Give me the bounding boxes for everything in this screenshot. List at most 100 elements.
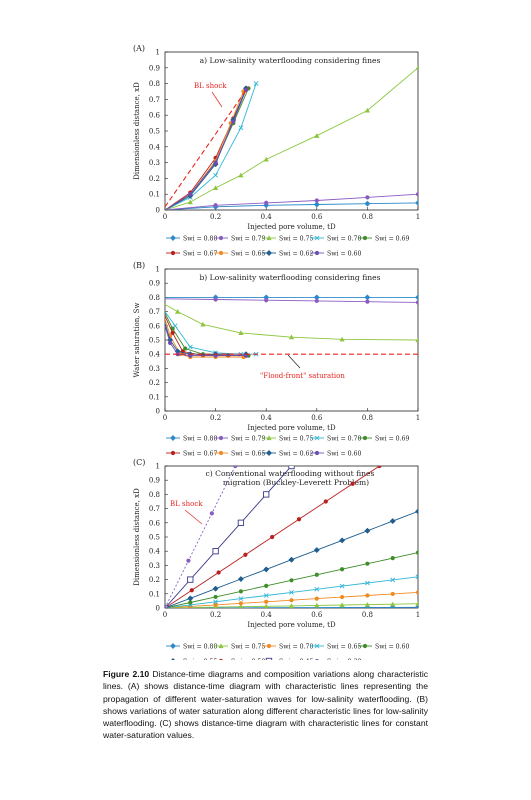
data-point bbox=[238, 604, 244, 608]
legend-label: Swi = 0.60 bbox=[375, 644, 409, 651]
series-group bbox=[165, 65, 418, 210]
data-point bbox=[314, 596, 319, 601]
data-point bbox=[187, 199, 193, 205]
figure-caption: Figure 2.10 Distance-time diagrams and c… bbox=[103, 668, 428, 742]
legend: Swi = 0.80 Swi = 0.79 Swi = 0.75 Swi = 0.70… bbox=[166, 234, 409, 258]
data-point bbox=[415, 550, 418, 555]
data-point bbox=[186, 558, 191, 563]
data-point bbox=[415, 601, 418, 606]
data-point bbox=[263, 593, 269, 598]
data-point bbox=[390, 556, 395, 561]
chart-panel-b: (B) b) Low-salinity waterflooding conside… bbox=[133, 261, 420, 458]
y-tick-label: 0.1 bbox=[149, 393, 160, 401]
y-tick-label: 0.6 bbox=[149, 112, 161, 120]
x-axis-label: Injected pore volume, tD bbox=[247, 621, 336, 629]
legend-marker bbox=[266, 235, 272, 241]
legend-marker bbox=[266, 435, 272, 441]
legend-marker bbox=[170, 657, 176, 660]
data-point bbox=[188, 192, 193, 197]
x-tick-label: 1 bbox=[416, 414, 420, 422]
x-tick-label: 0.8 bbox=[362, 611, 373, 619]
data-point bbox=[213, 160, 218, 165]
series-line bbox=[165, 202, 418, 210]
chart-title: b) Low-salinity waterflooding considerin… bbox=[199, 273, 380, 282]
y-tick-label: 0.5 bbox=[149, 337, 160, 345]
data-point bbox=[414, 199, 418, 206]
data-point bbox=[390, 591, 395, 597]
legend-marker bbox=[218, 435, 224, 441]
chart-panel-c: (C) c) Conventional waterflooding without… bbox=[133, 458, 420, 661]
y-tick-label: 0.1 bbox=[149, 590, 160, 598]
data-point bbox=[350, 481, 355, 486]
data-point bbox=[170, 330, 175, 335]
data-point bbox=[213, 297, 218, 302]
data-point bbox=[364, 527, 371, 534]
y-tick-label: 0.2 bbox=[149, 379, 160, 387]
legend-label: Swi = 0.75 bbox=[279, 236, 313, 243]
data-point bbox=[263, 566, 270, 573]
data-point bbox=[415, 192, 418, 197]
y-tick-label: 0.3 bbox=[149, 562, 160, 570]
y-tick-label: 0.2 bbox=[149, 576, 160, 584]
data-point bbox=[339, 583, 345, 589]
data-point bbox=[415, 65, 418, 70]
data-point bbox=[296, 517, 302, 522]
data-point bbox=[339, 537, 346, 544]
series-line bbox=[165, 318, 244, 358]
data-point bbox=[288, 334, 295, 340]
legend-marker bbox=[266, 643, 272, 649]
data-point bbox=[389, 604, 396, 608]
data-point bbox=[289, 578, 294, 583]
series-group bbox=[165, 294, 418, 360]
data-point bbox=[238, 589, 243, 594]
data-point bbox=[289, 589, 294, 595]
y-tick-label: 0.5 bbox=[149, 534, 160, 542]
data-point bbox=[323, 499, 328, 504]
series-line bbox=[165, 88, 247, 210]
series-line bbox=[165, 298, 418, 303]
legend-label: Swi = 0.39 bbox=[327, 659, 361, 661]
x-tick-label: 0.4 bbox=[261, 213, 273, 221]
y-tick-label: 0 bbox=[156, 605, 160, 613]
annotation-label: BL shock bbox=[194, 82, 227, 90]
data-point bbox=[340, 567, 345, 572]
data-point bbox=[364, 200, 371, 207]
x-tick-label: 0.4 bbox=[261, 414, 273, 422]
y-tick-label: 0.7 bbox=[149, 505, 160, 513]
reference-line bbox=[165, 86, 249, 208]
data-point bbox=[183, 346, 188, 351]
data-point bbox=[238, 172, 244, 178]
data-point bbox=[364, 107, 370, 113]
data-point bbox=[365, 561, 370, 566]
y-tick-label: 0.3 bbox=[149, 159, 160, 167]
data-point bbox=[253, 81, 259, 87]
data-point bbox=[288, 466, 295, 470]
data-point bbox=[365, 593, 370, 598]
legend-label: Swi = 0.65 bbox=[327, 644, 361, 651]
y-tick-label: 0.9 bbox=[149, 477, 160, 485]
legend-label: Swi = 0.65 bbox=[231, 451, 265, 458]
figure: (A) a) Low-salinity waterflooding conside… bbox=[133, 44, 420, 661]
data-point bbox=[238, 601, 243, 606]
data-point bbox=[390, 601, 396, 607]
y-tick-label: 0.9 bbox=[149, 64, 160, 72]
x-tick-label: 0.6 bbox=[311, 611, 323, 619]
data-point bbox=[213, 602, 218, 607]
data-point bbox=[289, 598, 294, 603]
data-point bbox=[365, 299, 370, 304]
data-point bbox=[263, 156, 269, 162]
data-point bbox=[313, 547, 320, 554]
annotation-label: BL shock bbox=[170, 500, 203, 508]
series-line bbox=[165, 88, 249, 210]
data-point bbox=[187, 344, 193, 350]
legend-label: Swi = 0.70 bbox=[327, 236, 361, 243]
x-axis-label: Injected pore volume, tD bbox=[247, 223, 336, 231]
y-tick-label: 0.5 bbox=[149, 128, 160, 136]
y-tick-label: 0.8 bbox=[149, 491, 160, 499]
y-tick-label: 0.4 bbox=[149, 143, 161, 151]
legend-label: Swi = 0.62 bbox=[279, 251, 313, 258]
chart-title: a) Low-salinity waterflooding considerin… bbox=[200, 56, 381, 65]
series-line bbox=[165, 466, 292, 608]
data-point bbox=[189, 588, 194, 593]
x-tick-label: 0.2 bbox=[210, 213, 221, 221]
